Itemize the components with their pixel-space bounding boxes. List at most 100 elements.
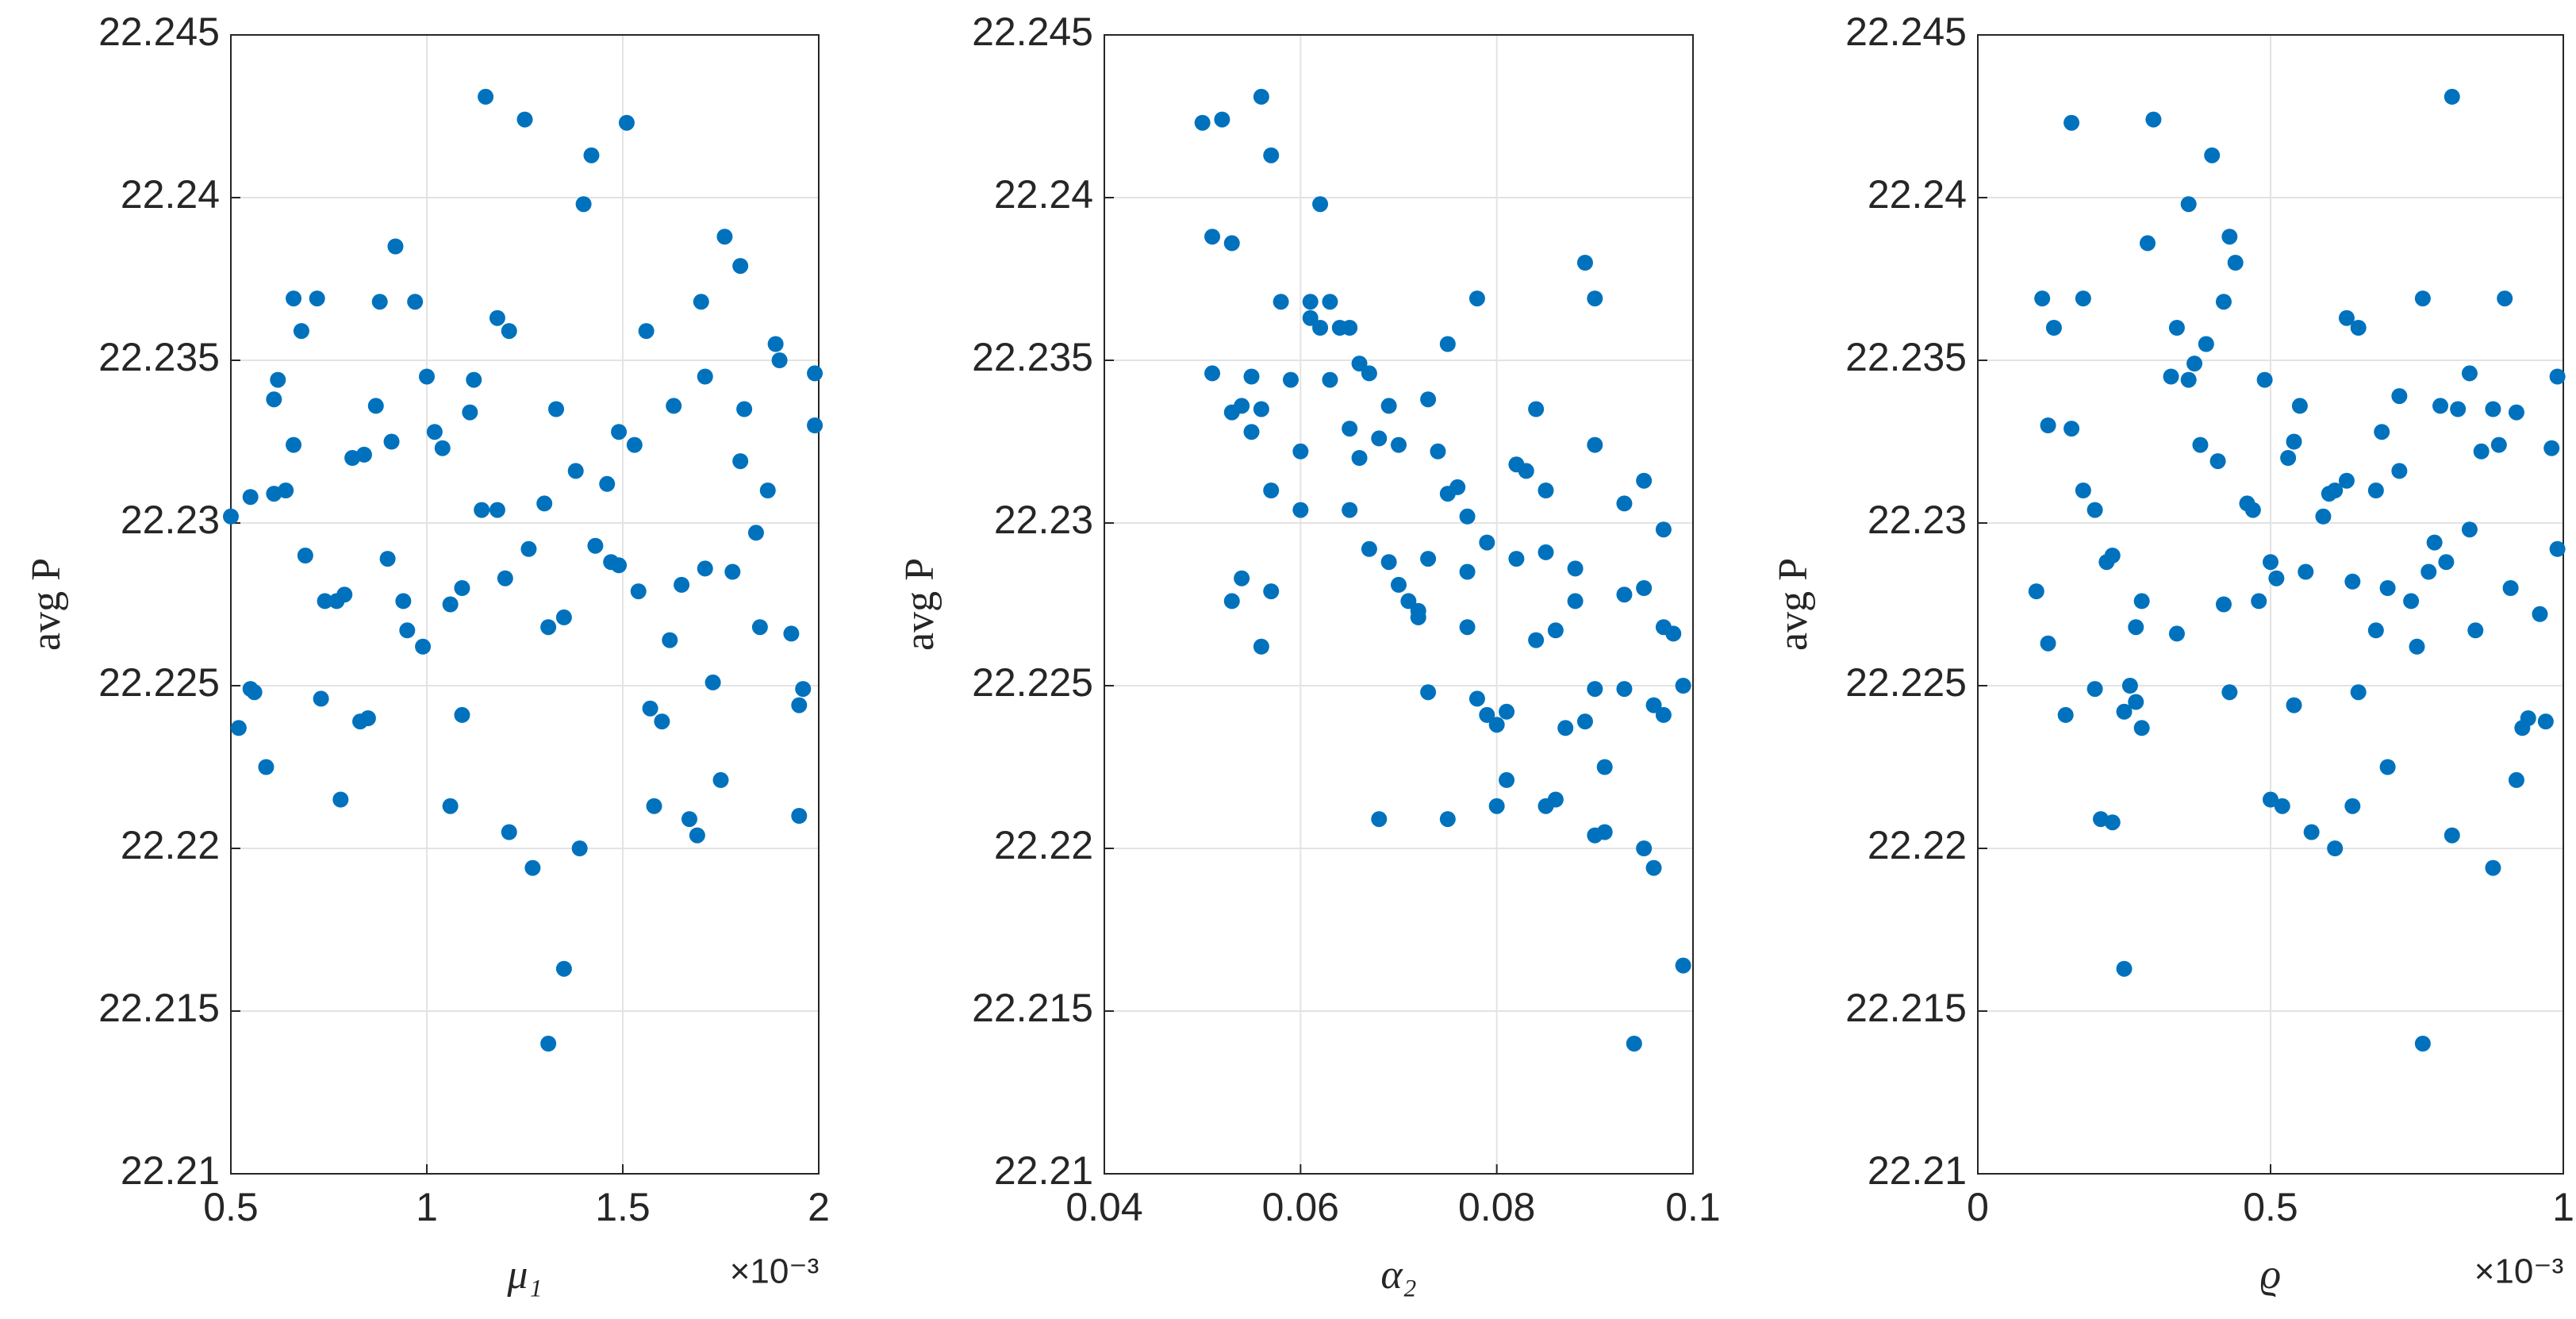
point [2040,635,2056,652]
point [2327,840,2344,856]
point [783,625,800,642]
point [1567,560,1584,577]
x-axis-label: μ₁ [506,1252,542,1298]
y-tick-label: 22.225 [98,660,220,705]
point [434,440,451,456]
point [1567,593,1584,610]
point [704,674,721,690]
point [1361,365,1377,382]
point [367,398,384,414]
point [2256,371,2273,388]
point [611,424,628,440]
point [666,398,682,414]
point [1596,824,1613,840]
point [1499,771,1515,788]
point [2133,593,2150,610]
y-tick-label: 22.245 [1845,10,1967,54]
point [1253,401,1269,417]
point [520,540,537,557]
point [1351,450,1368,466]
point [407,294,424,310]
point [246,684,263,701]
point [2450,401,2467,417]
point [332,791,349,808]
point [1518,463,1534,479]
x-tick-label: 0.04 [1065,1185,1142,1229]
point [2263,791,2278,808]
point [2128,619,2144,636]
y-tick-label: 22.24 [121,172,220,217]
y-axis-label: avg P [897,558,942,651]
point [1223,235,1240,252]
point [501,323,517,340]
point [270,371,286,388]
point [1253,638,1269,655]
point [1420,391,1437,408]
point [540,619,557,636]
point [1488,798,1505,814]
point [2145,111,2162,128]
point [286,436,302,453]
point [497,570,513,586]
x-tick-label: 1 [2552,1185,2574,1229]
point [266,391,282,408]
point [1675,678,1691,694]
point [454,706,470,723]
point [1616,681,1633,698]
point [2426,534,2443,551]
point [2344,798,2361,814]
point [387,238,404,255]
point [2502,580,2519,596]
point [2485,859,2501,876]
point [2374,424,2390,440]
point [2508,771,2524,788]
point [2432,398,2449,414]
x-axis-label: α₂ [1380,1252,1416,1298]
point [693,294,709,310]
point [2045,320,2062,336]
y-tick-label: 22.245 [98,10,220,54]
point [2421,563,2437,580]
point [2227,255,2244,271]
subplot: 22.21 22.215 22.22 22.225 22.23 22.235 22.24 22… [897,10,1721,1298]
point [1371,811,1388,828]
point [297,548,313,563]
point [1312,320,1329,336]
point [1675,957,1691,974]
y-tick-label: 22.245 [972,10,1093,54]
point [697,368,713,385]
y-tick-label: 22.215 [98,986,220,1030]
point [1459,619,1476,636]
point [242,489,259,506]
point [2409,638,2425,655]
point [1430,443,1446,460]
point [2298,563,2314,580]
point [2186,356,2203,372]
point [1645,697,1662,713]
point [474,502,490,518]
point [309,290,325,307]
x-tick-label: 0.5 [203,1185,259,1229]
point [1234,398,1250,414]
point [1351,356,1368,372]
point [489,310,505,326]
point [1636,840,1653,856]
y-tick-label: 22.235 [98,335,220,379]
y-tick-label: 22.225 [1845,660,1967,705]
point [1587,290,1603,307]
point [2549,540,2566,557]
point [795,681,812,698]
point [1380,554,1397,571]
point [599,475,616,492]
point [1479,534,1495,551]
point [1626,1036,1642,1052]
point [278,483,294,498]
point [2508,404,2524,421]
point [1234,570,1250,586]
point [2168,625,2185,642]
point [1342,502,1358,518]
point [1214,111,1230,128]
point [524,859,541,876]
point [791,808,808,824]
